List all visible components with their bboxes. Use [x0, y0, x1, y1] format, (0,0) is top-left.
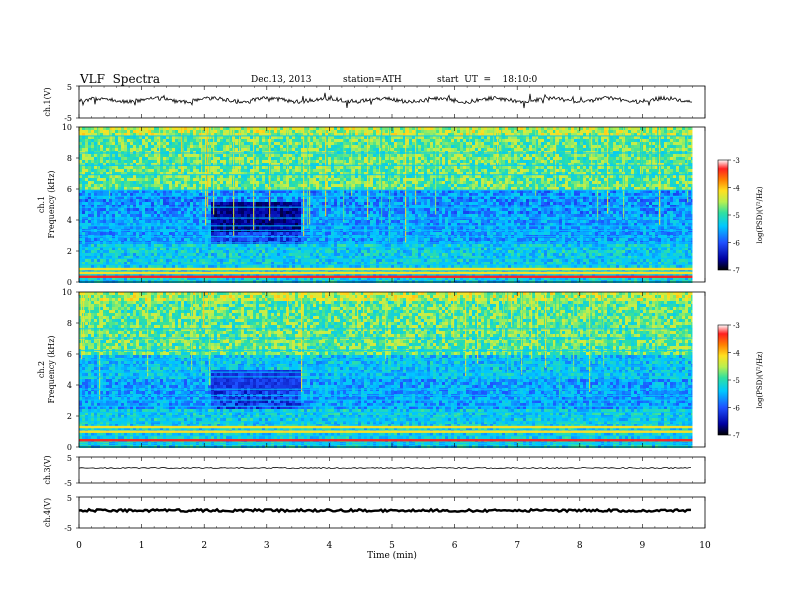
ch1-spectrogram-ylabel-0: ch.1 — [37, 196, 46, 213]
xaxis-tick-label: 1 — [139, 541, 145, 551]
xaxis-tick-label: 2 — [201, 541, 207, 551]
ch2-spectrogram-colorbar-tick-label: -3 — [733, 322, 740, 330]
ch3-waveform-ylabel: ch.3(V) — [43, 455, 52, 484]
transmitter-line — [79, 189, 693, 191]
transmitter-line — [79, 174, 693, 176]
transmitter-line — [79, 399, 693, 401]
ch1-spectrogram-ylabel-1: Frequency (kHz) — [47, 170, 56, 238]
xaxis-tick-label: 3 — [264, 541, 270, 551]
ch2-spectrogram-ytick-label: 4 — [67, 381, 72, 390]
ch2-spectrogram-colorbar-tick-label: -4 — [733, 350, 740, 358]
transmitter-line — [79, 416, 693, 418]
ch1-spectrogram-ytick-label: 6 — [67, 185, 72, 194]
ch1-spectrogram-colorbar-tick-label: -7 — [733, 267, 740, 275]
transmitter-line — [79, 246, 693, 249]
xaxis-label: Time (min) — [367, 550, 417, 561]
xaxis-tick-label: 9 — [640, 541, 646, 551]
transmitter-line — [79, 337, 693, 339]
ch2-spectrogram-ytick-label: 8 — [67, 319, 72, 328]
ch2-spectrogram-ylabel-1: Frequency (kHz) — [47, 335, 56, 403]
transmitter-line — [79, 349, 693, 352]
xaxis-tick-label: 7 — [514, 541, 520, 551]
ch2-spectrogram-colorbar-tick-label: -6 — [733, 405, 740, 413]
ch1-waveform-ytick-top: 5 — [67, 83, 72, 92]
transmitter-line — [79, 225, 693, 227]
ch2-spectrogram-ytick-label: 2 — [67, 412, 72, 421]
transmitter-line — [79, 152, 693, 154]
xaxis-tick-label: 10 — [699, 541, 711, 551]
xaxis-tick-label: 4 — [327, 541, 333, 551]
transmitter-line — [79, 435, 693, 437]
ch2-spectrogram-ytick-label: 0 — [67, 443, 72, 452]
ch2-spectrogram-ytick-label: 6 — [67, 350, 72, 359]
transmitter-line — [79, 430, 693, 433]
ch1-spectrogram-colorbar — [717, 159, 729, 271]
transmitter-line — [79, 195, 693, 197]
ch1-spectrogram-ytick-label: 8 — [67, 154, 72, 163]
transmitter-line — [79, 411, 693, 414]
transmitter-line — [79, 164, 693, 166]
ch1-spectrogram-colorbar-tick-label: -3 — [733, 157, 740, 165]
date-label: Dec.13, 2013 — [251, 75, 312, 85]
ch2-spectrogram-colorbar — [717, 324, 729, 436]
xaxis-tick-label: 8 — [577, 541, 583, 551]
transmitter-line — [79, 217, 693, 219]
transmitter-line — [79, 376, 693, 378]
ch2-spectrogram-colorbar-label: log(PSD)(V²/Hz) — [756, 351, 764, 408]
transmitter-line — [79, 275, 693, 278]
ch2-spectrogram-ylabel-0: ch.2 — [37, 361, 46, 378]
ch1-spectrogram-colorbar-tick-label: -6 — [733, 240, 740, 248]
transmitter-line — [79, 388, 693, 390]
transmitter-line — [79, 263, 693, 266]
start-time-label: start UT = 18:10:0 — [437, 75, 537, 85]
ch1-waveform-ytick-bottom: -5 — [64, 114, 72, 123]
ch3-waveform-trace — [78, 466, 691, 470]
xaxis-tick-label: 6 — [452, 541, 458, 551]
transmitter-line — [79, 421, 693, 423]
transmitter-line — [79, 135, 693, 137]
ch4-waveform-trace — [78, 507, 692, 514]
ch3-waveform-ytick-top: 5 — [67, 454, 72, 463]
xaxis-tick-label: 5 — [389, 541, 395, 551]
ch2-spectrogram-ytick-label: 10 — [62, 288, 72, 297]
ch1-spectrogram-image — [79, 127, 705, 283]
ch2-spectrogram-colorbar-tick-label: -7 — [733, 432, 740, 440]
ch1-spectrogram-ytick-label: 10 — [62, 123, 72, 132]
transmitter-line — [79, 328, 693, 330]
transmitter-line — [79, 405, 693, 407]
transmitter-line — [79, 359, 693, 361]
transmitter-line — [79, 442, 693, 445]
transmitter-line — [79, 365, 693, 367]
ch3-waveform-ytick-bottom: -5 — [64, 479, 72, 488]
transmitter-line — [79, 439, 693, 442]
ch1-spectrogram-colorbar-tick-label: -4 — [733, 185, 740, 193]
ch2-spectrogram-image — [79, 292, 705, 448]
ch4-waveform-ytick-bottom: -5 — [64, 524, 72, 533]
ch1-spectrogram-colorbar-label: log(PSD)(V²/Hz) — [756, 186, 764, 243]
transmitter-line — [79, 206, 693, 208]
transmitter-line — [79, 267, 693, 271]
ch1-waveform-trace — [78, 92, 693, 109]
transmitter-line — [79, 425, 693, 429]
chart-title: VLF Spectra — [80, 72, 160, 86]
transmitter-line — [79, 257, 693, 259]
transmitter-line — [79, 242, 693, 244]
transmitter-line — [79, 371, 693, 373]
ch1-waveform-ylabel: ch.1(V) — [43, 87, 52, 116]
ch2-spectrogram-colorbar-tick-label: -5 — [733, 377, 740, 385]
transmitter-line — [79, 229, 693, 232]
ch4-waveform-ytick-top: 5 — [67, 494, 72, 503]
ch1-spectrogram-ytick-label: 0 — [67, 278, 72, 287]
ch1-spectrogram-ytick-label: 4 — [67, 216, 72, 225]
ch1-spectrogram-colorbar-tick-label: -5 — [733, 212, 740, 220]
transmitter-line — [79, 394, 693, 397]
station-label: station=ATH — [343, 75, 402, 85]
ch4-waveform-ylabel: ch.4(V) — [43, 498, 52, 527]
transmitter-line — [79, 271, 693, 275]
ch1-spectrogram-ytick-label: 2 — [67, 247, 72, 256]
xaxis-tick-label: 0 — [76, 541, 82, 551]
transmitter-line — [79, 236, 693, 238]
